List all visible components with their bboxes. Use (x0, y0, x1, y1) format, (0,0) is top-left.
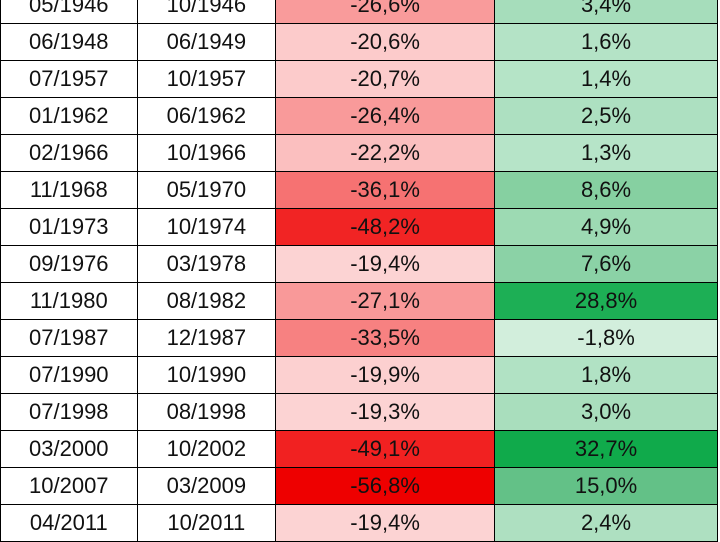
end-date-cell: 06/1962 (136, 97, 277, 135)
change-cell: 7,6% (494, 245, 718, 283)
table-row: 10/2007 03/2009 -56,8% 15,0% (0, 467, 718, 505)
start-date-cell: 03/2000 (0, 430, 138, 468)
change-cell: 1,4% (494, 60, 718, 98)
table-row: 11/1980 08/1982 -27,1% 28,8% (0, 282, 718, 320)
decline-cell: -26,4% (275, 97, 496, 135)
decline-cell: -26,6% (275, 0, 496, 24)
start-date-cell: 01/1973 (0, 208, 138, 246)
decline-cell: -49,1% (275, 430, 496, 468)
start-date-cell: 01/1962 (0, 97, 138, 135)
table-row: 09/1976 03/1978 -19,4% 7,6% (0, 245, 718, 283)
decline-cell: -22,2% (275, 134, 496, 172)
end-date-cell: 10/1946 (136, 0, 277, 24)
end-date-cell: 03/1978 (136, 245, 277, 283)
change-cell: 15,0% (494, 467, 718, 505)
start-date-cell: 06/1948 (0, 23, 138, 61)
table-row: 02/1966 10/1966 -22,2% 1,3% (0, 134, 718, 172)
table-row: 03/2000 10/2002 -49,1% 32,7% (0, 430, 718, 468)
change-cell: -1,8% (494, 319, 718, 357)
end-date-cell: 10/1957 (136, 60, 277, 98)
change-cell: 1,3% (494, 134, 718, 172)
start-date-cell: 11/1968 (0, 171, 138, 209)
table-row: 11/1968 05/1970 -36,1% 8,6% (0, 171, 718, 209)
decline-cell: -27,1% (275, 282, 496, 320)
start-date-cell: 10/2007 (0, 467, 138, 505)
change-cell: 2,4% (494, 504, 718, 542)
change-cell: 4,9% (494, 208, 718, 246)
table-row: 07/1990 10/1990 -19,9% 1,8% (0, 356, 718, 394)
end-date-cell: 12/1987 (136, 319, 277, 357)
table-row: 04/2011 10/2011 -19,4% 2,4% (0, 504, 718, 542)
start-date-cell: 11/1980 (0, 282, 138, 320)
end-date-cell: 10/2002 (136, 430, 277, 468)
decline-cell: -33,5% (275, 319, 496, 357)
end-date-cell: 10/1966 (136, 134, 277, 172)
decline-cell: -20,6% (275, 23, 496, 61)
end-date-cell: 08/1998 (136, 393, 277, 431)
end-date-cell: 10/1990 (136, 356, 277, 394)
start-date-cell: 07/1957 (0, 60, 138, 98)
start-date-cell: 07/1998 (0, 393, 138, 431)
table-row: 07/1987 12/1987 -33,5% -1,8% (0, 319, 718, 357)
start-date-cell: 07/1990 (0, 356, 138, 394)
table-row: 01/1973 10/1974 -48,2% 4,9% (0, 208, 718, 246)
start-date-cell: 04/2011 (0, 504, 138, 542)
change-cell: 32,7% (494, 430, 718, 468)
decline-cell: -48,2% (275, 208, 496, 246)
decline-cell: -36,1% (275, 171, 496, 209)
table-row: 05/1946 10/1946 -26,6% 3,4% (0, 0, 718, 24)
decline-cell: -19,9% (275, 356, 496, 394)
decline-cell: -19,4% (275, 245, 496, 283)
table-row: 07/1998 08/1998 -19,3% 3,0% (0, 393, 718, 431)
end-date-cell: 03/2009 (136, 467, 277, 505)
start-date-cell: 02/1966 (0, 134, 138, 172)
table-row: 06/1948 06/1949 -20,6% 1,6% (0, 23, 718, 61)
end-date-cell: 08/1982 (136, 282, 277, 320)
decline-cell: -20,7% (275, 60, 496, 98)
decline-cell: -19,4% (275, 504, 496, 542)
decline-cell: -19,3% (275, 393, 496, 431)
change-cell: 8,6% (494, 171, 718, 209)
change-cell: 28,8% (494, 282, 718, 320)
decline-cell: -56,8% (275, 467, 496, 505)
start-date-cell: 07/1987 (0, 319, 138, 357)
start-date-cell: 09/1976 (0, 245, 138, 283)
table-row: 07/1957 10/1957 -20,7% 1,4% (0, 60, 718, 98)
change-cell: 1,6% (494, 23, 718, 61)
end-date-cell: 10/1974 (136, 208, 277, 246)
table-row: 01/1962 06/1962 -26,4% 2,5% (0, 97, 718, 135)
end-date-cell: 06/1949 (136, 23, 277, 61)
change-cell: 3,4% (494, 0, 718, 24)
change-cell: 1,8% (494, 356, 718, 394)
change-cell: 3,0% (494, 393, 718, 431)
end-date-cell: 10/2011 (136, 504, 277, 542)
end-date-cell: 05/1970 (136, 171, 277, 209)
start-date-cell: 05/1946 (0, 0, 138, 24)
change-cell: 2,5% (494, 97, 718, 135)
